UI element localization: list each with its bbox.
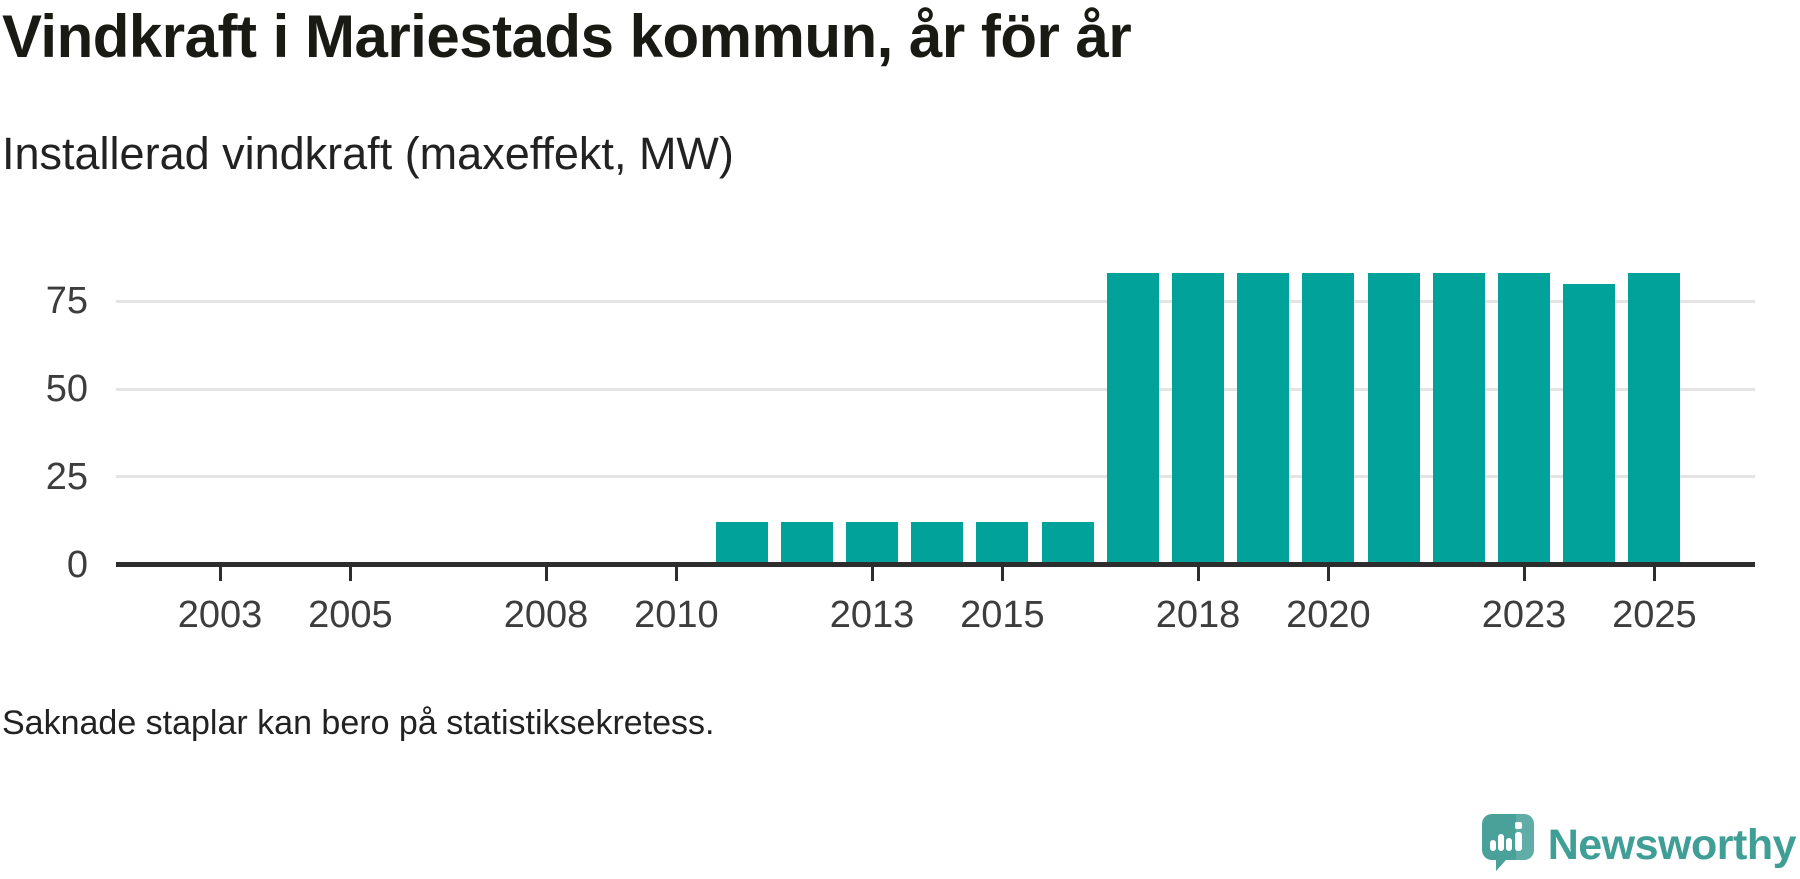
chart-footnote: Saknade staplar kan bero på statistiksek… bbox=[2, 704, 715, 742]
x-tick-2013 bbox=[870, 567, 874, 581]
x-tick-label-2015: 2015 bbox=[960, 594, 1045, 636]
x-tick-label-2025: 2025 bbox=[1612, 594, 1697, 636]
bar-2015 bbox=[976, 522, 1029, 562]
y-tick-label-75: 75 bbox=[45, 280, 88, 323]
x-tick-label-2005: 2005 bbox=[308, 594, 393, 636]
x-tick-2015 bbox=[1000, 567, 1004, 581]
gridline-25 bbox=[116, 475, 1755, 479]
x-tick-2003 bbox=[218, 567, 222, 581]
bar-2024 bbox=[1563, 283, 1616, 562]
x-tick-2023 bbox=[1522, 567, 1526, 581]
gridline-75 bbox=[116, 299, 1755, 303]
bar-2020 bbox=[1302, 273, 1355, 562]
x-tick-2005 bbox=[348, 567, 352, 581]
x-tick-2020 bbox=[1326, 567, 1330, 581]
y-tick-label-50: 50 bbox=[45, 368, 88, 411]
bar-2012 bbox=[780, 522, 833, 562]
x-tick-2008 bbox=[544, 567, 548, 581]
branding-name: Newsworthy bbox=[1547, 821, 1797, 869]
bar-2022 bbox=[1432, 273, 1485, 562]
y-tick-label-25: 25 bbox=[45, 455, 88, 498]
x-axis-line bbox=[116, 562, 1755, 567]
bar-2011 bbox=[715, 522, 768, 562]
x-tick-2010 bbox=[674, 567, 678, 581]
x-tick-2025 bbox=[1652, 567, 1656, 581]
bar-2014 bbox=[911, 522, 964, 562]
x-tick-label-2010: 2010 bbox=[634, 594, 719, 636]
chart-title: Vindkraft i Mariestads kommun, år för år bbox=[2, 3, 1132, 70]
chart-subtitle: Installerad vindkraft (maxeffekt, MW) bbox=[2, 128, 734, 179]
x-tick-label-2003: 2003 bbox=[177, 594, 263, 636]
bar-2018 bbox=[1172, 273, 1224, 562]
bar-2019 bbox=[1237, 273, 1290, 562]
bar-2025 bbox=[1628, 273, 1681, 562]
bar-2013 bbox=[846, 522, 898, 562]
bar-2017 bbox=[1106, 273, 1159, 562]
branding: Newsworthy bbox=[1481, 814, 1797, 877]
x-tick-label-2008: 2008 bbox=[503, 594, 589, 636]
gridline-50 bbox=[116, 387, 1755, 391]
newsworthy-logo-icon bbox=[1481, 814, 1534, 877]
x-tick-label-2013: 2013 bbox=[829, 594, 915, 636]
bar-2016 bbox=[1041, 522, 1094, 562]
bar-2023 bbox=[1498, 273, 1550, 562]
x-tick-2018 bbox=[1196, 567, 1200, 581]
bar-2021 bbox=[1367, 273, 1420, 562]
y-tick-label-0: 0 bbox=[66, 543, 88, 586]
x-tick-label-2018: 2018 bbox=[1155, 594, 1241, 636]
x-tick-label-2020: 2020 bbox=[1286, 594, 1371, 636]
x-tick-label-2023: 2023 bbox=[1481, 594, 1567, 636]
